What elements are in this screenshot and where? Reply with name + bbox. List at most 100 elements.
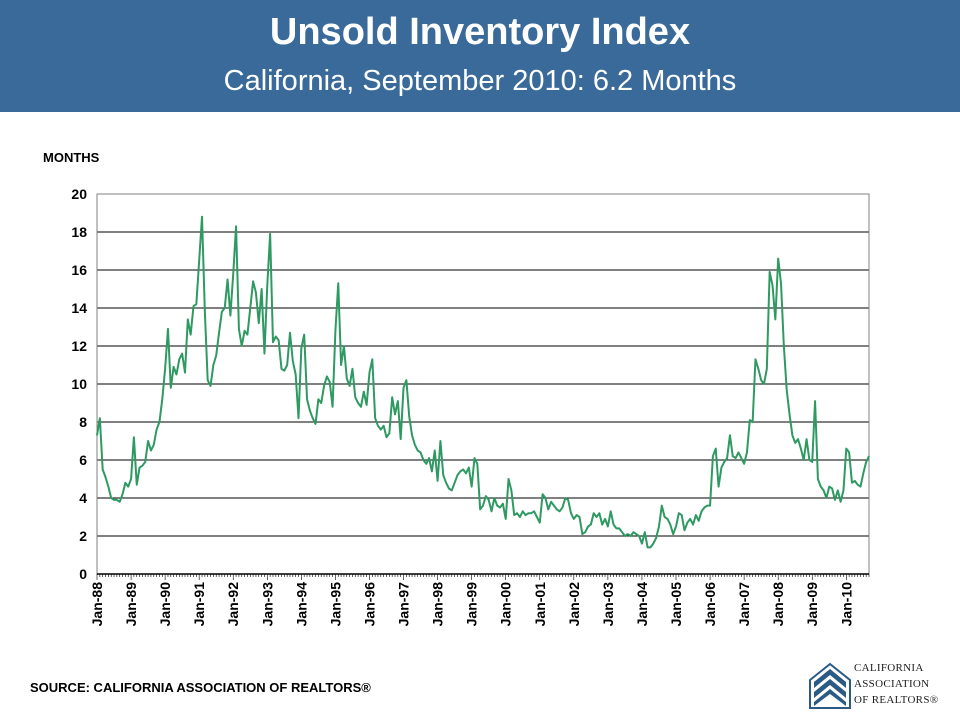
data-point <box>468 467 470 469</box>
data-point <box>167 328 169 330</box>
data-point <box>510 489 512 491</box>
data-point <box>553 505 555 507</box>
data-point <box>593 512 595 514</box>
data-point <box>825 497 828 499</box>
data-point <box>496 505 498 507</box>
data-point <box>283 370 285 372</box>
data-point <box>252 280 254 282</box>
data-point <box>371 358 373 360</box>
data-point <box>476 463 478 465</box>
x-tick-label: Jan-95 <box>327 582 343 627</box>
data-point <box>857 484 859 486</box>
data-point <box>314 423 317 425</box>
data-point <box>831 487 833 490</box>
x-tick-label: Jan-88 <box>89 582 105 627</box>
data-point <box>851 482 853 484</box>
data-point <box>402 387 405 389</box>
data-point <box>280 368 283 370</box>
x-tick-label: Jan-97 <box>396 582 412 627</box>
x-tick-label: Jan-92 <box>225 582 241 627</box>
data-point <box>241 345 243 347</box>
x-tick-label: Jan-08 <box>770 582 786 627</box>
data-point <box>743 463 745 465</box>
y-tick-label: 8 <box>79 414 87 430</box>
data-point <box>312 417 314 419</box>
x-tick-label: Jan-99 <box>464 582 480 627</box>
data-point <box>405 379 407 381</box>
data-point <box>814 400 816 402</box>
data-point <box>519 516 521 518</box>
data-point <box>104 476 107 478</box>
data-point <box>110 497 112 499</box>
data-point <box>542 493 544 495</box>
data-point <box>621 531 623 533</box>
data-point <box>604 518 606 520</box>
data-point <box>320 402 322 404</box>
data-point <box>394 413 396 415</box>
data-point <box>107 486 109 488</box>
data-point <box>431 470 433 472</box>
data-point <box>805 438 808 440</box>
data-point <box>735 457 737 459</box>
data-point <box>246 334 249 336</box>
data-point <box>800 448 802 450</box>
data-point <box>156 429 158 431</box>
data-point <box>803 459 805 461</box>
data-point <box>124 482 126 484</box>
data-point <box>289 332 291 334</box>
data-point <box>127 486 129 488</box>
data-point <box>198 259 200 262</box>
x-tick-label: Jan-04 <box>634 582 650 627</box>
data-point <box>530 512 532 514</box>
data-point <box>669 524 671 526</box>
data-point <box>766 368 768 370</box>
data-point <box>763 383 765 385</box>
data-point <box>261 288 263 290</box>
data-point <box>323 385 325 387</box>
y-tick-label: 18 <box>71 224 87 240</box>
data-point <box>366 404 368 406</box>
data-point <box>729 434 731 436</box>
data-point <box>652 543 654 545</box>
y-tick-label: 16 <box>71 262 87 278</box>
data-point <box>678 512 680 514</box>
data-point <box>229 315 231 317</box>
data-point <box>709 505 711 507</box>
y-tick-label: 0 <box>79 566 87 582</box>
data-point <box>644 531 646 533</box>
data-point <box>666 518 669 520</box>
data-point <box>703 506 705 509</box>
data-point <box>473 457 476 459</box>
data-point <box>732 455 734 457</box>
data-point <box>346 377 348 379</box>
header-banner: Unsold Inventory Index California, Septe… <box>0 0 960 112</box>
data-point <box>207 379 209 381</box>
data-point <box>317 398 319 400</box>
data-point <box>842 489 845 491</box>
data-point <box>436 480 439 482</box>
data-point <box>411 434 413 436</box>
page-subtitle: California, September 2010: 6.2 Months <box>223 65 737 97</box>
data-point <box>235 225 237 227</box>
data-point <box>428 457 430 459</box>
data-point <box>698 520 700 522</box>
data-point <box>837 489 839 491</box>
data-point <box>777 258 779 260</box>
data-point <box>595 516 598 518</box>
data-point <box>786 389 788 391</box>
data-point <box>102 468 104 471</box>
data-point <box>618 527 620 530</box>
data-point <box>275 335 277 338</box>
data-point <box>686 522 688 524</box>
data-point <box>445 482 447 484</box>
data-point <box>351 368 354 370</box>
data-point <box>422 459 424 461</box>
data-point <box>672 533 674 535</box>
data-point <box>865 461 867 463</box>
data-point <box>689 518 691 520</box>
data-point <box>771 284 774 286</box>
data-point <box>158 421 161 423</box>
data-point <box>627 533 629 535</box>
data-point <box>96 434 98 436</box>
data-point <box>556 508 558 510</box>
